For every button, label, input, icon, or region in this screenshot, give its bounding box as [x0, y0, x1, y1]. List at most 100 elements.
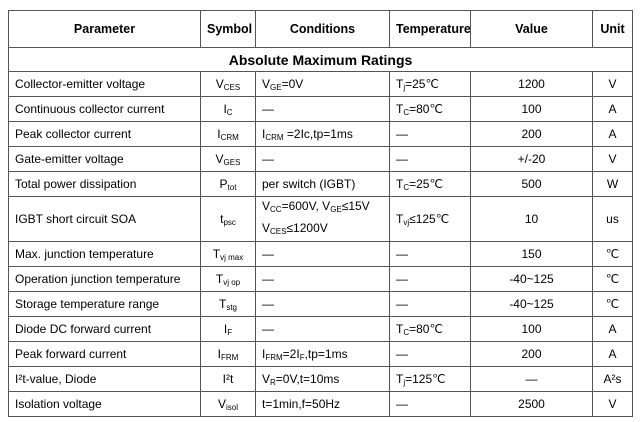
subscript: FRM — [265, 352, 283, 362]
subscript: vj max — [220, 252, 244, 262]
condition-line: — — [262, 322, 274, 336]
text: t — [220, 211, 224, 226]
table-row: Gate-emitter voltage VGES — — +/-20 V — [8, 146, 633, 172]
text: =0V,t=10ms — [275, 371, 340, 386]
parameter-cell: Peak collector current — [8, 121, 201, 147]
subscript: CRM — [265, 132, 284, 142]
text: — — [396, 127, 408, 141]
text: ,tp=1ms — [304, 346, 348, 361]
text: =25℃ — [409, 176, 443, 191]
header-cell: Conditions — [255, 10, 390, 48]
text: I — [223, 101, 227, 116]
symbol-cell: IFRM — [200, 341, 256, 367]
conditions-cell: — — [255, 146, 390, 172]
temperature-cell: — — [389, 291, 471, 317]
value-cell: -40~125 — [470, 291, 593, 317]
unit-cell: V — [592, 146, 633, 172]
text: — — [262, 247, 274, 261]
text: ≤125℃ — [409, 211, 450, 226]
text: I — [262, 346, 266, 361]
subscript: C — [403, 327, 410, 337]
table-row: Peak forward current IFRM IFRM=2IF,tp=1ms —… — [8, 341, 633, 367]
unit-cell: ℃ — [592, 266, 633, 292]
parameter-cell: IGBT short circuit SOA — [8, 196, 201, 242]
text: T — [212, 246, 221, 261]
subscript: GE — [330, 205, 342, 214]
symbol-cell: VGES — [200, 146, 256, 172]
subscript: C — [226, 107, 233, 117]
text: — — [262, 152, 274, 166]
unit-cell: W — [592, 171, 633, 197]
value-cell: 100 — [470, 316, 593, 342]
text: T — [396, 101, 404, 116]
conditions-cell: VGE=0V — [255, 71, 390, 97]
text: I — [217, 126, 221, 141]
text: — — [396, 152, 408, 166]
unit-cell: A²s — [592, 366, 633, 392]
text: V — [262, 371, 271, 386]
condition-line: ICRM =2Ic,tp=1ms — [262, 127, 353, 142]
subscript: vj op — [223, 277, 241, 287]
text: =125℃ — [405, 371, 446, 386]
conditions-cell: — — [255, 96, 390, 122]
parameter-cell: Storage temperature range — [8, 291, 201, 317]
table-row: Total power dissipation Ptot per switch (I… — [8, 171, 633, 197]
text: =80℃ — [409, 321, 443, 336]
subscript: isol — [226, 402, 239, 412]
temperature-cell: — — [389, 266, 471, 292]
condition-line: VCES≤1200V — [262, 219, 383, 241]
temperature-cell: TC=80℃ — [389, 96, 471, 122]
text: T — [215, 271, 224, 286]
header-cell: Parameter — [8, 10, 201, 48]
temperature-cell: TC=25℃ — [389, 171, 471, 197]
text: P — [219, 176, 228, 191]
text: — — [396, 397, 408, 411]
condition-line: VCC=600V, VGE≤15V — [262, 198, 383, 220]
subscript: R — [270, 377, 276, 387]
condition-line: — — [262, 102, 274, 116]
text: T — [396, 321, 404, 336]
text: I — [217, 346, 221, 361]
symbol-cell: Ptot — [200, 171, 256, 197]
table-row: Max. junction temperature Tvj max — —150 ℃ — [8, 241, 633, 267]
text: T — [396, 76, 404, 91]
condition-line: t=1min,f=50Hz — [262, 397, 340, 411]
text: — — [262, 272, 274, 286]
table-row: Collector-emitter voltage VCES VGE=0V Tj=25… — [8, 71, 633, 97]
text: V — [215, 76, 224, 91]
temperature-cell: — — [389, 391, 471, 417]
table-row: Isolation voltage Visol t=1min,f=50Hz —2500… — [8, 391, 633, 417]
subscript: F — [227, 327, 233, 337]
unit-cell: A — [592, 316, 633, 342]
table-body: Absolute Maximum Ratings Collector-emitt… — [8, 47, 633, 417]
unit-cell: V — [592, 391, 633, 417]
temperature-cell: — — [389, 121, 471, 147]
table-row: I²t-value, Diode I²t VR=0V,t=10ms Tj=125℃ — A… — [8, 366, 633, 392]
temperature-cell: Tj=25℃ — [389, 71, 471, 97]
table-row: Diode DC forward current IF — TC=80℃ 100 A — [8, 316, 633, 342]
subscript: CC — [270, 205, 282, 214]
symbol-cell: Tstg — [200, 291, 256, 317]
ratings-table: Parameter Symbol Conditions Temperature Valu… — [8, 10, 633, 417]
parameter-cell: Collector-emitter voltage — [8, 71, 201, 97]
text: =0V — [281, 76, 304, 91]
value-cell: — — [470, 366, 593, 392]
value-cell: 200 — [470, 341, 593, 367]
text: ≤15V — [341, 199, 370, 213]
table-row: Operation junction temperature Tvj op — — -4… — [8, 266, 633, 292]
header-cell: Unit — [592, 10, 633, 48]
conditions-cell: — — [255, 241, 390, 267]
text: T — [396, 371, 404, 386]
parameter-cell: Total power dissipation — [8, 171, 201, 197]
text: =25℃ — [405, 76, 439, 91]
text: — — [262, 322, 274, 336]
value-cell: -40~125 — [470, 266, 593, 292]
text: — — [396, 297, 408, 311]
header-cell: Temperature — [389, 10, 471, 48]
conditions-cell: VR=0V,t=10ms — [255, 366, 390, 392]
parameter-cell: Diode DC forward current — [8, 316, 201, 342]
subscript: C — [403, 182, 410, 192]
text: =600V, V — [281, 199, 331, 213]
text: — — [262, 297, 274, 311]
